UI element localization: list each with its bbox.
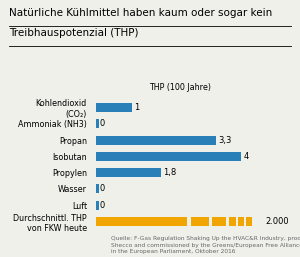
Text: Treibhauspotenzial (THP): Treibhauspotenzial (THP)	[9, 28, 139, 38]
Bar	[229, 217, 236, 226]
Text: 1,8: 1,8	[163, 168, 176, 177]
Bar	[191, 217, 209, 226]
Bar	[238, 217, 244, 226]
Bar	[212, 217, 226, 226]
Bar	[96, 103, 132, 112]
Bar	[96, 201, 98, 210]
Text: 0: 0	[100, 119, 105, 128]
Bar	[246, 217, 252, 226]
Text: THP (100 Jahre): THP (100 Jahre)	[148, 83, 211, 92]
Bar	[96, 185, 98, 194]
Bar	[96, 119, 98, 128]
Text: 4: 4	[243, 152, 248, 161]
Text: Natürliche Kühlmittel haben kaum oder sogar kein: Natürliche Kühlmittel haben kaum oder so…	[9, 8, 272, 18]
Text: 1: 1	[134, 103, 140, 112]
Text: 0: 0	[100, 201, 105, 210]
Text: 0: 0	[100, 185, 105, 194]
Bar	[96, 217, 187, 226]
Text: 2.000: 2.000	[265, 217, 289, 226]
Bar	[96, 152, 242, 161]
Bar	[96, 135, 216, 144]
Bar	[96, 168, 161, 177]
Text: 3,3: 3,3	[218, 135, 231, 144]
Text: Quelle: F-Gas Regulation Shaking Up the HVAC&R Industry, produced by
Shecco and : Quelle: F-Gas Regulation Shaking Up the …	[111, 236, 300, 254]
